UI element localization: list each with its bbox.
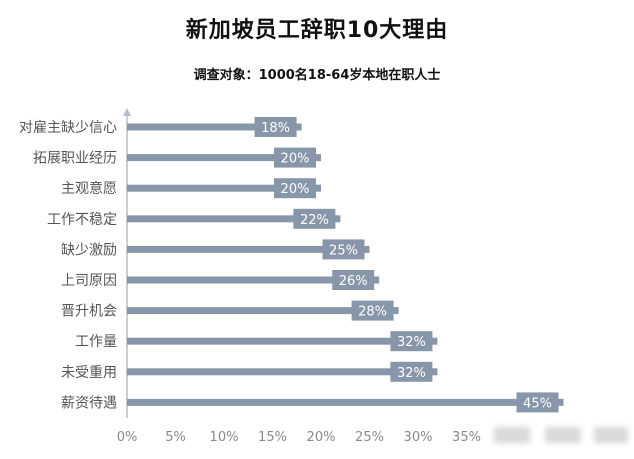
category-label: 未受重用: [61, 365, 117, 381]
category-label: 缺少激励: [61, 241, 117, 258]
watermark-blur-2: [545, 427, 581, 443]
bar: [127, 245, 370, 253]
bar: [127, 123, 302, 131]
value-label-box: [390, 331, 433, 352]
category-label: 上司原因: [61, 273, 117, 289]
x-tick-label: 25%: [355, 430, 384, 445]
bar: [127, 215, 341, 223]
y-axis-arrow-icon: [123, 108, 131, 116]
value-label-box: [516, 392, 559, 413]
value-label: 32%: [397, 335, 426, 350]
watermark-blur-1: [494, 427, 530, 443]
x-tick-label: 15%: [258, 430, 287, 445]
value-label: 20%: [281, 182, 310, 197]
x-tick-label: 30%: [404, 430, 433, 445]
bar: [127, 307, 399, 315]
value-label: 25%: [329, 243, 358, 258]
value-label: 28%: [358, 305, 387, 320]
chart-subtitle: 调查对象：1000名18-64岁本地在职人士: [193, 68, 441, 83]
value-label-box: [390, 361, 433, 382]
value-label-box: [332, 270, 375, 290]
category-label: 晋升机会: [61, 304, 117, 320]
x-tick-label: 10%: [210, 430, 239, 445]
x-tick-label: 0%: [117, 430, 138, 445]
value-label-box: [322, 239, 365, 260]
bar: [127, 368, 438, 376]
value-label-box: [274, 147, 316, 168]
x-tick-label: 5%: [165, 430, 186, 445]
bar: [127, 276, 380, 284]
value-label: 22%: [300, 213, 329, 228]
x-tick-label: 35%: [452, 430, 481, 445]
value-label-box: [274, 178, 316, 199]
value-label: 18%: [261, 121, 290, 136]
bar: [127, 398, 564, 406]
category-label: 工作量: [75, 334, 117, 350]
value-label: 26%: [339, 274, 368, 289]
category-label: 薪资待遇: [61, 395, 117, 411]
value-label: 20%: [281, 152, 310, 167]
category-label: 拓展职业经历: [33, 151, 117, 167]
x-tick-label: 20%: [307, 430, 336, 445]
chart-title: 新加坡员工辞职10大理由: [185, 18, 449, 43]
bar: [127, 154, 321, 162]
value-label: 32%: [397, 366, 426, 381]
value-label-box: [293, 208, 336, 229]
value-label-box: [254, 117, 297, 137]
bar: [127, 337, 438, 345]
category-label: 对雇主缺少信心: [19, 119, 117, 136]
value-label-box: [351, 300, 394, 321]
bar: [127, 184, 321, 192]
category-label: 工作不稳定: [47, 212, 117, 228]
watermark-blur-3: [594, 427, 628, 443]
category-label: 主观意愿: [61, 180, 117, 197]
value-label: 45%: [523, 396, 552, 411]
